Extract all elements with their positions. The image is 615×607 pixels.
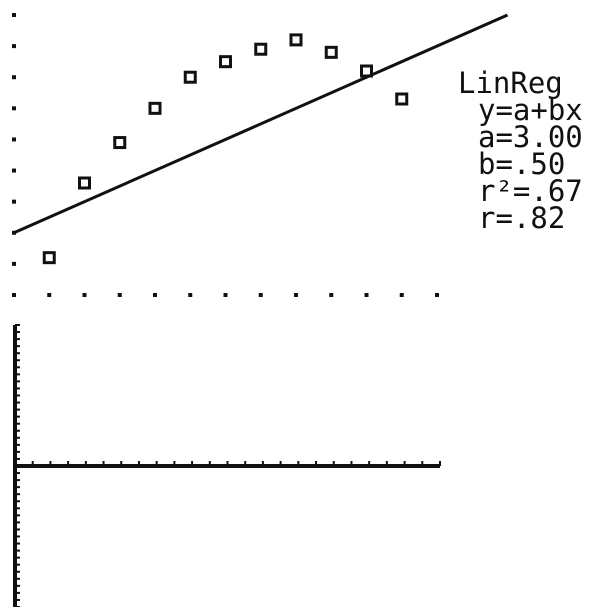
y-tick-dot [12,261,16,266]
x-tick-dot [329,293,334,297]
x-tick-dot [117,293,122,297]
data-point [289,33,303,47]
y-tick-dot [12,106,16,111]
y-tick-dot [12,293,16,297]
x-tick-dot [258,293,263,297]
y-tick-dot [12,137,16,142]
data-point [42,251,56,265]
linreg-title: LinReg [458,66,563,100]
x-tick-dot [47,293,52,297]
data-point [254,42,268,56]
data-point [183,70,197,84]
x-tick-dot [223,293,228,297]
r-squared-value: r²=.67 [478,174,583,208]
regression-equation: y=a+bx [478,93,583,127]
x-tick-dot [82,293,87,297]
data-point [395,92,409,106]
data-point [219,55,232,69]
x-tick-dot [435,293,439,297]
scatter-plot [12,13,509,297]
data-point [148,101,162,115]
data-point [324,45,338,59]
data-point [113,136,127,150]
residual-plot [13,324,441,607]
x-tick-dot [188,293,193,297]
y-tick-dot [12,199,16,204]
y-tick-dot [12,13,16,17]
slope-value: b=.50 [478,147,566,181]
regression-line [13,13,509,235]
x-tick-dot [153,293,157,297]
y-tick-dot [12,168,16,173]
intercept-value: a=3.00 [478,120,583,154]
x-tick-dot [364,293,369,297]
data-point [78,176,91,190]
data-point [360,64,373,78]
y-tick-dot [12,44,16,49]
x-tick-dot [399,293,404,297]
correlation-value: r=.82 [478,201,566,235]
y-tick-dot [12,75,16,80]
linreg-results: LinReg y=a+bx a=3.00 b=.50 r²=.67 r=.82 [458,66,583,235]
x-tick-dot [294,293,298,297]
